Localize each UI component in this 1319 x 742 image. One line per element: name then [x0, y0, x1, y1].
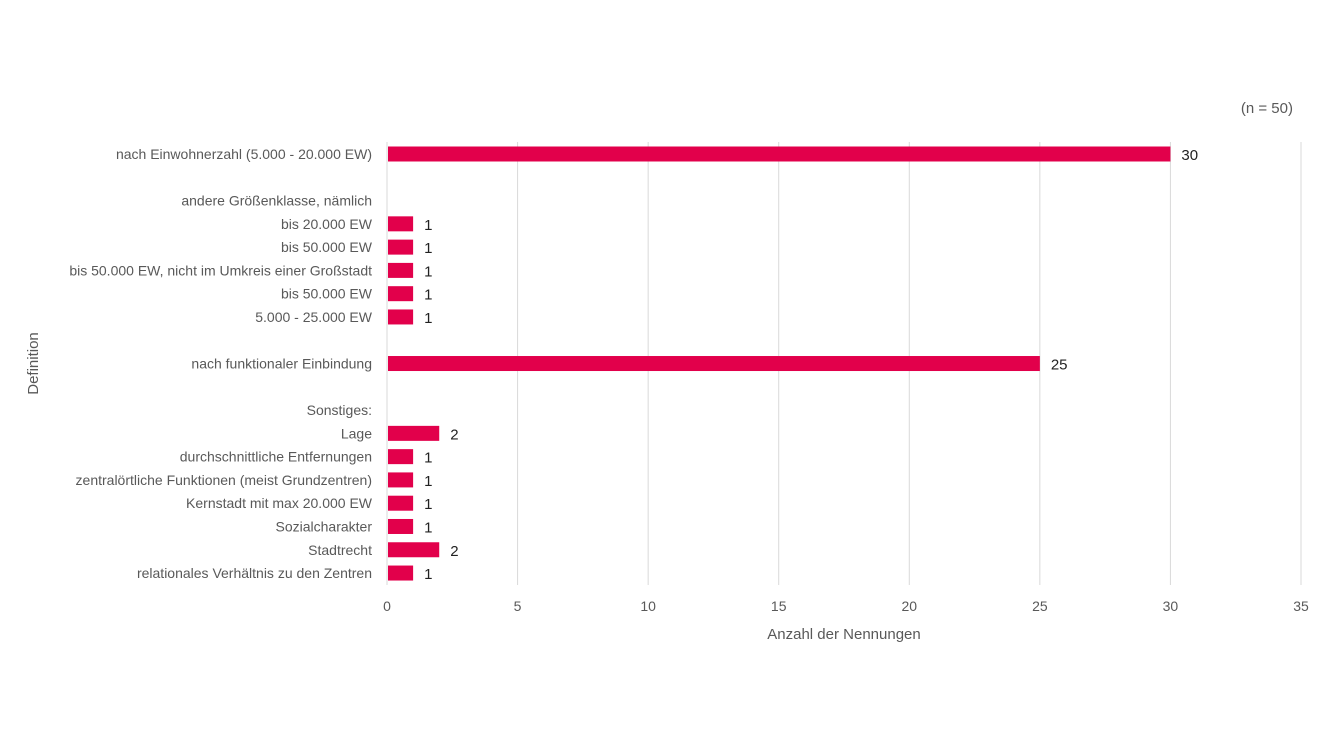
bar	[388, 449, 414, 465]
bar	[388, 216, 414, 232]
category-label: Sozialcharakter	[276, 518, 373, 534]
category-label: durchschnittliche Entfernungen	[180, 449, 372, 465]
x-tick-label: 25	[1032, 598, 1048, 614]
data-label: 1	[424, 310, 432, 327]
bar	[388, 542, 440, 558]
category-label: bis 50.000 EW, nicht im Umkreis einer Gr…	[69, 262, 372, 278]
data-label: 1	[424, 217, 432, 234]
value-labels: 30 1 1 1 1 1 25 2 1 1 1 1 2 1	[424, 147, 1198, 583]
category-label: nach Einwohnerzahl (5.000 - 20.000 EW)	[116, 146, 372, 162]
sample-size-note: (n = 50)	[1240, 100, 1293, 117]
category-label: Stadtrecht	[308, 542, 372, 558]
bar	[388, 286, 414, 302]
data-label: 2	[450, 426, 458, 443]
x-tick-label: 20	[901, 598, 917, 614]
bar	[388, 425, 440, 441]
bar	[388, 262, 414, 278]
category-label: Kernstadt mit max 20.000 EW	[186, 495, 373, 511]
bars	[388, 146, 1171, 581]
data-label: 1	[424, 519, 432, 536]
category-labels: nach Einwohnerzahl (5.000 - 20.000 EW) an…	[69, 146, 372, 581]
bar	[388, 472, 414, 488]
bar	[388, 146, 1171, 162]
category-label: zentralörtliche Funktionen (meist Grundz…	[76, 472, 372, 488]
category-label: nach funktionaler Einbindung	[191, 356, 372, 372]
x-tick-label: 30	[1163, 598, 1179, 614]
category-label: 5.000 - 25.000 EW	[255, 309, 373, 325]
x-tick-label: 5	[514, 598, 522, 614]
bar	[388, 239, 414, 255]
data-label: 1	[424, 240, 432, 257]
data-label: 25	[1051, 357, 1068, 374]
category-label: Sonstiges:	[307, 402, 372, 418]
category-label: Lage	[341, 425, 372, 441]
data-label: 1	[424, 566, 432, 583]
bar	[388, 356, 1040, 372]
bar	[388, 565, 414, 581]
x-axis-title: Anzahl der Nennungen	[767, 626, 920, 643]
y-axis-title: Definition	[25, 332, 42, 395]
category-label: relationales Verhältnis zu den Zentren	[137, 565, 372, 581]
category-label: bis 20.000 EW	[281, 216, 373, 232]
category-label: bis 50.000 EW	[281, 239, 373, 255]
bar	[388, 309, 414, 325]
data-label: 2	[450, 543, 458, 560]
bar	[388, 518, 414, 534]
data-label: 1	[424, 287, 432, 304]
bar	[388, 495, 414, 511]
x-tick-label: 35	[1293, 598, 1309, 614]
category-label: andere Größenklasse, nämlich	[181, 193, 372, 209]
data-label: 30	[1181, 147, 1198, 164]
x-tick-label: 10	[640, 598, 656, 614]
x-tick-labels: 0 5 10 15 20 25 30 35	[383, 598, 1309, 614]
data-label: 1	[424, 450, 432, 467]
x-tick-label: 15	[771, 598, 787, 614]
data-label: 1	[424, 496, 432, 513]
data-label: 1	[424, 473, 432, 490]
x-tick-label: 0	[383, 598, 391, 614]
category-label: bis 50.000 EW	[281, 286, 373, 302]
data-label: 1	[424, 263, 432, 280]
